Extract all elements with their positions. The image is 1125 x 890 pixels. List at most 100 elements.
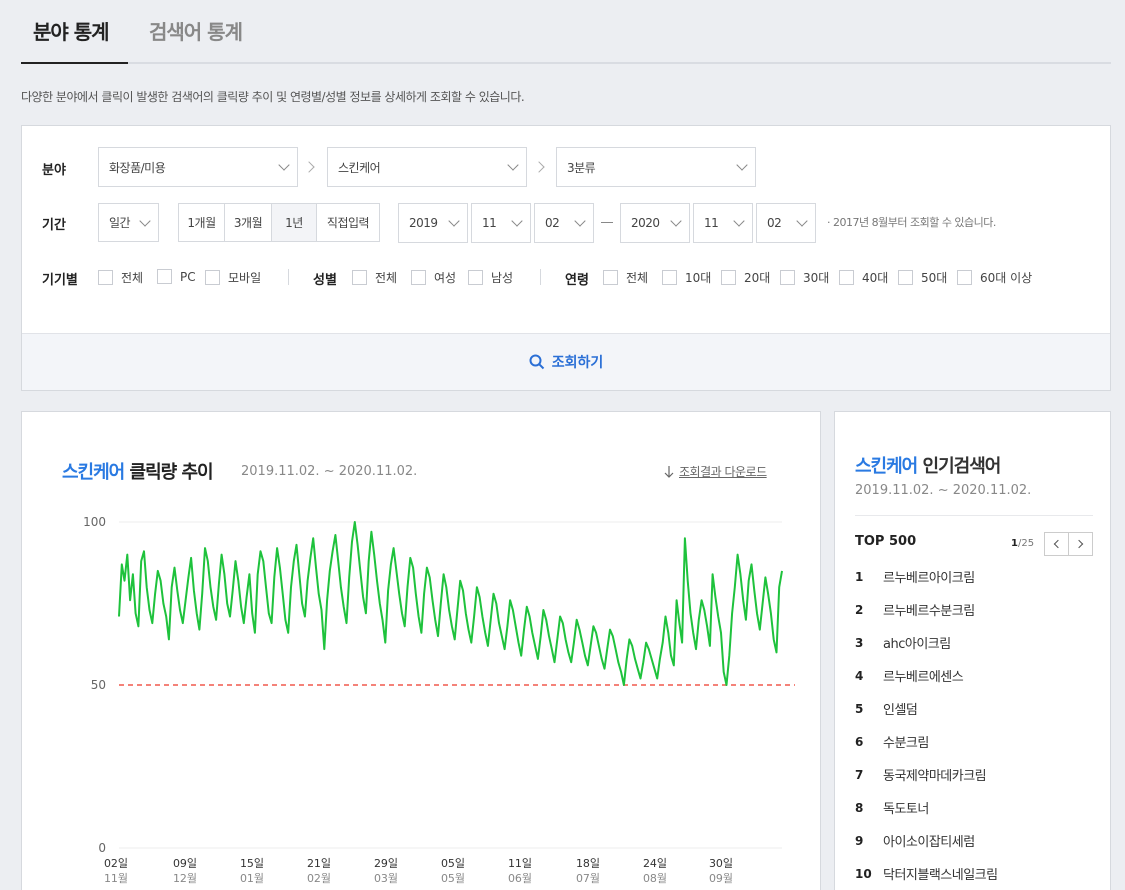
gender-all-checkbox[interactable]: 전체 <box>352 269 397 286</box>
age-40s-checkbox[interactable]: 40대 <box>839 269 888 286</box>
list-item[interactable]: 2 르누베르수분크림 <box>855 593 1095 626</box>
category-select-3[interactable]: 3분류 <box>556 147 756 187</box>
start-month-select[interactable]: 11 <box>471 203 531 243</box>
rank-number: 1 <box>855 569 864 584</box>
list-item[interactable]: 5 인셀덤 <box>855 692 1095 725</box>
rank-keyword[interactable]: 동국제약마데카크림 <box>883 769 987 784</box>
rank-keyword[interactable]: 르누베르아이크림 <box>883 571 975 586</box>
start-day-select[interactable]: 02 <box>534 203 594 243</box>
chevron-down-icon <box>507 159 519 171</box>
age-label: 연령 <box>565 273 589 288</box>
age-20s-checkbox[interactable]: 20대 <box>721 269 770 286</box>
checkbox-box <box>721 270 736 285</box>
x-tick-month-label: 07월 <box>576 872 600 885</box>
period-note: · 2017년 8월부터 조회할 수 있습니다. <box>827 216 996 229</box>
category-3-value: 3분류 <box>567 160 596 175</box>
chevron-down-icon <box>736 159 748 171</box>
search-button[interactable]: 조회하기 <box>22 333 1110 390</box>
list-item[interactable]: 7 동국제약마데카크림 <box>855 758 1095 791</box>
range-custom-button[interactable]: 직접입력 <box>326 216 370 230</box>
end-month-select[interactable]: 11 <box>693 203 753 243</box>
rank-number: 10 <box>855 866 872 881</box>
chevron-down-icon <box>796 215 808 227</box>
rank-keyword[interactable]: 인셀덤 <box>883 703 918 718</box>
rank-keyword[interactable]: 수분크림 <box>883 736 929 751</box>
y-tick-label: 0 <box>98 841 106 855</box>
list-item[interactable]: 9 아이소이잡티세럼 <box>855 824 1095 857</box>
category-label: 분야 <box>42 163 66 178</box>
age-30s-checkbox[interactable]: 30대 <box>780 269 829 286</box>
chevron-left-icon <box>1053 539 1063 549</box>
category-2-value: 스킨케어 <box>338 160 381 175</box>
tab-keyword-stats[interactable]: 검색어 통계 <box>149 20 243 44</box>
rank-number: 6 <box>855 734 864 749</box>
list-item[interactable]: 6 수분크림 <box>855 725 1095 758</box>
end-year-value: 2020 <box>631 216 660 230</box>
list-item[interactable]: 3 ahc아이크림 <box>855 626 1095 659</box>
x-tick-month-label: 06월 <box>508 872 532 885</box>
rank-number: 4 <box>855 668 864 683</box>
checkbox-box <box>98 270 113 285</box>
checkbox-label: 여성 <box>434 271 457 285</box>
rank-keyword[interactable]: 아이소이잡티세럼 <box>883 835 975 850</box>
checkbox-box <box>780 270 795 285</box>
start-year-select[interactable]: 2019 <box>398 203 468 243</box>
chevron-down-icon <box>511 215 523 227</box>
rank-keyword[interactable]: ahc아이크림 <box>883 637 951 652</box>
prev-page-button[interactable] <box>1044 532 1069 556</box>
page-current: 1 <box>1011 538 1018 549</box>
x-tick-day-label: 21일 <box>307 856 331 870</box>
popular-title: 스킨케어 인기검색어 <box>855 452 1001 478</box>
period-unit-select[interactable]: 일간 <box>98 203 159 242</box>
range-1month-button[interactable]: 1개월 <box>179 204 225 241</box>
x-tick-month-label: 02월 <box>307 872 331 885</box>
rank-keyword[interactable]: 닥터지블랙스네일크림 <box>883 868 998 883</box>
tab-category-stats[interactable]: 분야 통계 <box>33 20 110 44</box>
chart-keyword: 스킨케어 <box>62 462 125 483</box>
page-description: 다양한 분야에서 클릭이 발생한 검색어의 클릭량 추이 및 연령별/성별 정보… <box>21 90 525 104</box>
rank-keyword[interactable]: 르누베르에센스 <box>883 670 964 685</box>
gender-female-checkbox[interactable]: 여성 <box>411 269 456 286</box>
list-item[interactable]: 1 르누베르아이크림 <box>855 560 1095 593</box>
rank-keyword[interactable]: 독도토너 <box>883 802 929 817</box>
list-item[interactable]: 8 독도토너 <box>855 791 1095 824</box>
checkbox-label: 전체 <box>375 271 398 285</box>
x-tick-day-label: 30일 <box>709 856 733 870</box>
search-icon <box>529 354 544 370</box>
next-page-button[interactable] <box>1068 532 1093 556</box>
list-item[interactable]: 4 르누베르에센스 <box>855 659 1095 692</box>
rank-number: 8 <box>855 800 864 815</box>
chart-title: 스킨케어 클릭량 추이 <box>62 458 214 484</box>
x-tick-month-label: 03월 <box>374 872 398 885</box>
age-50s-checkbox[interactable]: 50대 <box>898 269 947 286</box>
search-button-label: 조회하기 <box>551 355 604 371</box>
stats-tabs: 분야 통계 검색어 통계 <box>21 0 1111 64</box>
rank-number: 3 <box>855 635 864 650</box>
device-all-checkbox[interactable]: 전체 <box>98 269 143 286</box>
range-1year-button[interactable]: 1년 <box>272 204 317 241</box>
x-tick-day-label: 24일 <box>643 856 667 870</box>
active-tab-indicator <box>21 62 128 64</box>
rank-number: 7 <box>855 767 864 782</box>
checkbox-box <box>839 270 854 285</box>
chevron-right-icon <box>303 161 315 173</box>
popular-period: 2019.11.02. ~ 2020.11.02. <box>855 483 1032 498</box>
age-60plus-checkbox[interactable]: 60대 이상 <box>957 269 1032 286</box>
list-item[interactable]: 10 닥터지블랙스네일크림 <box>855 857 1095 890</box>
range-3month-button[interactable]: 3개월 <box>225 204 272 241</box>
gender-male-checkbox[interactable]: 남성 <box>468 269 513 286</box>
rank-keyword[interactable]: 르누베르수분크림 <box>883 604 975 619</box>
checkbox-label: 전체 <box>626 271 649 285</box>
category-select-1[interactable]: 화장품/미용 <box>98 147 298 187</box>
download-link[interactable]: 조회결과 다운로드 <box>663 463 767 480</box>
click-trend-chart: 0 50 100 02일 11월 09일 12월 15일 01월 21일 02월 29일 03월 05일 0… <box>83 515 795 885</box>
age-10s-checkbox[interactable]: 10대 <box>662 269 711 286</box>
device-pc-checkbox[interactable]: PC <box>157 269 196 284</box>
age-all-checkbox[interactable]: 전체 <box>603 269 648 286</box>
end-year-select[interactable]: 2020 <box>620 203 690 243</box>
checkbox-box <box>898 270 913 285</box>
category-select-2[interactable]: 스킨케어 <box>327 147 527 187</box>
device-mobile-checkbox[interactable]: 모바일 <box>205 269 261 286</box>
checkbox-label: PC <box>180 269 196 284</box>
end-day-select[interactable]: 02 <box>756 203 816 243</box>
